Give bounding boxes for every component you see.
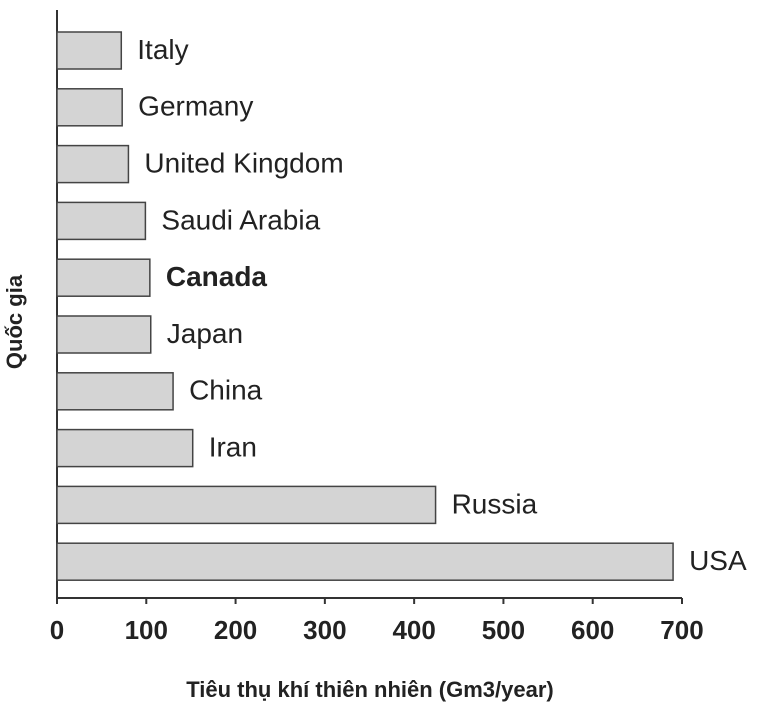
bar [56,201,147,241]
bar-label: Germany [138,91,253,122]
bar-label: United Kingdom [144,147,343,178]
bar-label: Italy [137,34,188,65]
bar [56,485,437,525]
y-axis-label: Quốc gia [2,274,27,369]
bar-label: Russia [452,488,538,519]
bar [56,258,151,297]
bar-label: Canada [166,261,268,292]
x-tick-label: 200 [214,615,257,645]
bar [56,542,674,581]
bar [56,315,152,354]
x-tick-label: 100 [125,615,168,645]
bar-label: China [189,375,263,406]
bar-label: Iran [209,431,257,462]
bar-label: Japan [167,318,243,349]
bar [56,88,123,127]
bar [56,144,130,184]
bar [56,372,174,411]
bar-label: USA [689,545,747,576]
x-tick-label: 300 [303,615,346,645]
x-axis-label: Tiêu thụ khí thiên nhiên (Gm3/year) [186,677,554,702]
bar-label: Saudi Arabia [161,204,320,235]
x-tick-label: 500 [482,615,525,645]
bar [56,31,123,70]
x-tick-label: 600 [571,615,614,645]
bar [56,428,194,468]
x-tick-label: 0 [50,615,64,645]
x-tick-label: 700 [660,615,703,645]
x-tick-label: 400 [392,615,435,645]
